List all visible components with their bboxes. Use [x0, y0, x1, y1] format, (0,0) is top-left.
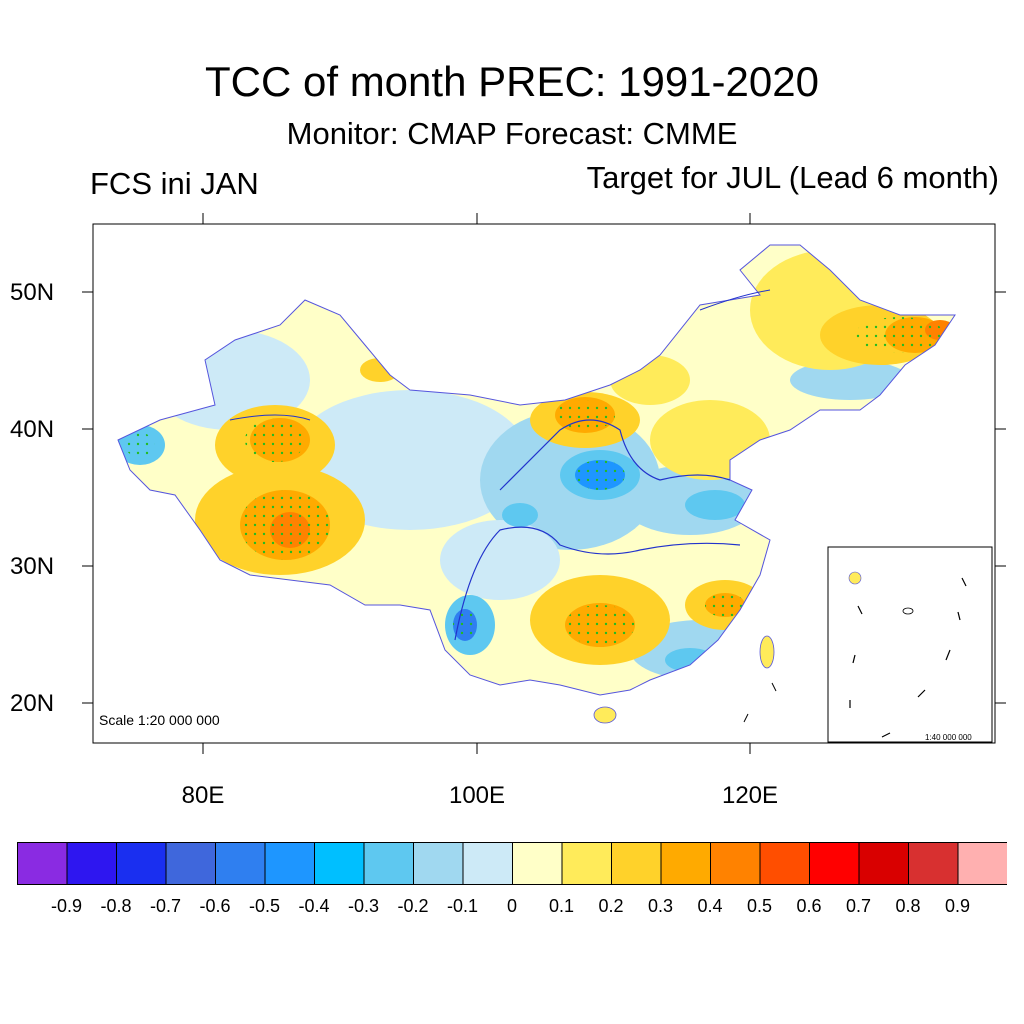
colorbar-tick-label: 0.7 [845, 896, 872, 916]
colorbar-tick-label: -0.5 [248, 896, 281, 916]
scale-label: Scale 1:20 000 000 [99, 712, 220, 728]
nine-dash-line [849, 577, 967, 738]
hainan-island [593, 706, 617, 724]
colorbar-swatch [809, 842, 860, 885]
colorbar-swatch [17, 842, 68, 885]
colorbar-swatch [561, 842, 612, 885]
colorbar [17, 842, 1007, 885]
colorbar-tick-label: 0.2 [598, 896, 624, 916]
main-sea-dashes [743, 682, 777, 723]
colorbar-swatch [264, 842, 315, 885]
colorbar-tick-label: -0.8 [100, 896, 132, 916]
colorbar-tick-label: -0.9 [50, 896, 83, 916]
colorbar-swatch [660, 842, 711, 885]
colorbar-tick-label: 0.3 [647, 896, 674, 916]
lat-label: 30N [10, 553, 55, 580]
lat-label: 20N [10, 690, 55, 717]
colorbar-tick-label: 0 [506, 896, 518, 916]
map-title: TCC of month PREC: 1991-2020 [205, 58, 819, 105]
inset-islands [902, 607, 914, 615]
lon-label: 80E [181, 782, 225, 809]
inset-scale-label: 1:40 000 000 [925, 733, 972, 742]
lon-label: 100E [448, 782, 506, 809]
colorbar-swatch [858, 842, 909, 885]
colorbar-tick-label: -0.4 [298, 896, 330, 916]
colorbar-tick-label: 0.9 [944, 896, 971, 916]
colorbar-swatch [66, 842, 117, 885]
taiwan-island [759, 635, 775, 669]
target-label: Target for JUL (Lead 6 month) [586, 160, 999, 195]
colorbar-tick-label: -0.1 [446, 896, 479, 916]
colorbar-tick-label: 0.4 [697, 896, 723, 916]
colorbar-swatch [611, 842, 662, 885]
colorbar-tick-label: 0.5 [746, 896, 773, 916]
china-border [117, 244, 956, 696]
colorbar-swatch [908, 842, 959, 885]
colorbar-swatch [759, 842, 810, 885]
forecast-init-label: FCS ini JAN [90, 166, 259, 201]
colorbar-tick-label: 0.8 [895, 896, 921, 916]
colorbar-tick-label: -0.7 [149, 896, 182, 916]
colorbar-swatch [710, 842, 761, 885]
lat-label: 40N [10, 416, 55, 443]
colorbar-tick-label: 0.6 [796, 896, 822, 916]
amur-river [699, 289, 771, 311]
colorbar-swatch [363, 842, 414, 885]
colorbar-swatch [512, 842, 563, 885]
colorbar-swatch [462, 842, 513, 885]
colorbar-tick-label: 0.1 [548, 896, 575, 916]
colorbar-tick-label: -0.6 [199, 896, 231, 916]
colorbar-swatch [314, 842, 365, 885]
colorbar-swatch [116, 842, 167, 885]
map-subtitle: Monitor: CMAP Forecast: CMME [286, 116, 738, 151]
colorbar-swatch [413, 842, 464, 885]
yellow-river [499, 419, 731, 491]
tarim-river [229, 414, 311, 421]
colorbar-tick-label: -0.3 [347, 896, 380, 916]
colorbar-swatch [957, 842, 1007, 885]
axis-ticks [82, 213, 1006, 754]
lat-label: 50N [10, 279, 55, 306]
colorbar-tick-label: -0.2 [397, 896, 429, 916]
yangtze-river [454, 526, 741, 641]
colorbar-swatch [165, 842, 216, 885]
lon-label: 120E [721, 782, 779, 809]
inset-hainan [848, 571, 862, 585]
colorbar-swatch [215, 842, 266, 885]
